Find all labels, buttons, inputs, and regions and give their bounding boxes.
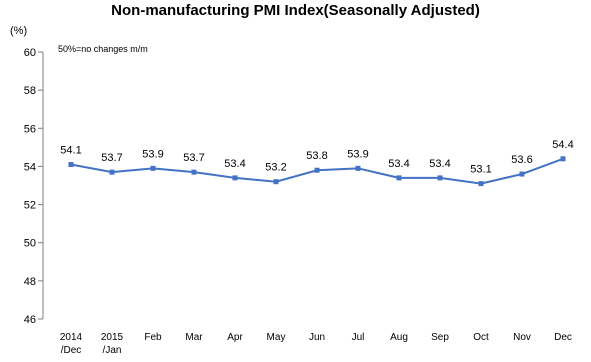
x-tick-label: Nov [513, 332, 531, 343]
data-label: 53.9 [142, 148, 163, 160]
x-tick-label: Mar [185, 332, 203, 343]
data-label: 53.4 [224, 158, 245, 170]
x-tick-label: May [267, 332, 286, 343]
y-tick-label: 48 [24, 276, 36, 288]
data-label: 54.4 [552, 139, 573, 151]
y-tick-label: 54 [24, 161, 36, 173]
chart-title: Non-manufacturing PMI Index(Seasonally A… [111, 2, 480, 19]
y-tick-label: 56 [24, 123, 36, 135]
data-label: 53.6 [511, 154, 532, 166]
data-point [560, 156, 566, 162]
x-tick-label: /Jan [103, 345, 122, 356]
data-point [191, 169, 197, 175]
data-label: 53.2 [265, 162, 286, 174]
y-tick-label: 58 [24, 85, 36, 97]
data-label: 53.9 [347, 148, 368, 160]
x-tick-label: /Dec [61, 345, 82, 356]
x-tick-label: Dec [554, 332, 572, 343]
data-point [437, 175, 443, 181]
x-tick-label: Oct [473, 332, 489, 343]
data-point [396, 175, 402, 181]
x-tick-label: 2015 [101, 332, 124, 343]
data-point [478, 181, 484, 187]
data-label: 53.7 [101, 152, 122, 164]
data-label: 53.4 [429, 158, 450, 170]
data-label: 53.1 [470, 164, 491, 176]
x-tick-label: Jul [352, 332, 365, 343]
data-label: 54.1 [60, 145, 81, 157]
data-point [355, 165, 361, 171]
x-tick-label: 2014 [60, 332, 83, 343]
y-tick-label: 60 [24, 47, 36, 59]
x-tick-label: Aug [390, 332, 408, 343]
data-point [519, 171, 525, 177]
data-point [68, 162, 74, 168]
data-label: 53.8 [306, 150, 327, 162]
y-tick-label: 50 [24, 238, 36, 250]
data-point [273, 179, 279, 185]
x-tick-label: Jun [309, 332, 325, 343]
y-tick-label: 52 [24, 200, 36, 212]
chart-note: 50%=no changes m/m [58, 44, 148, 54]
data-point [109, 169, 115, 175]
x-tick-label: Sep [431, 332, 449, 343]
data-point [150, 165, 156, 171]
y-tick-label: 46 [24, 314, 36, 326]
y-unit-label: (%) [10, 25, 27, 37]
data-label: 53.7 [183, 152, 204, 164]
x-tick-label: Feb [144, 332, 162, 343]
data-label: 53.4 [388, 158, 409, 170]
data-point [314, 167, 320, 173]
x-tick-label: Apr [227, 332, 243, 343]
data-point [232, 175, 238, 181]
